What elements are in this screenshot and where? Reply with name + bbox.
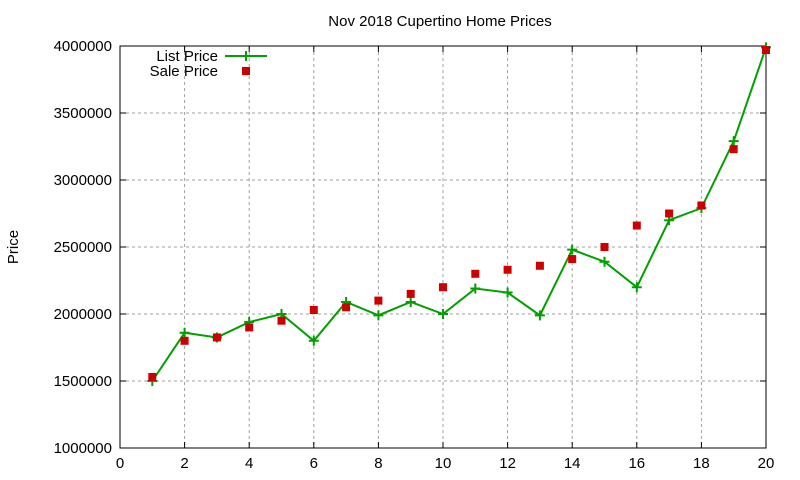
- legend-swatch-sale-price: [242, 67, 250, 75]
- list-price-point: [470, 283, 481, 294]
- sale-price-point: [729, 145, 738, 154]
- legend-swatch-list-price: [225, 51, 267, 61]
- sale-price-point: [342, 303, 351, 312]
- y-tick-label: 3000000: [54, 172, 112, 189]
- sale-price-point: [632, 221, 641, 230]
- sale-price-point: [762, 46, 770, 55]
- sale-price-point: [406, 289, 415, 298]
- sale-price-point: [600, 243, 609, 251]
- sale-price-point: [665, 209, 674, 218]
- chart-title: Nov 2018 Cupertino Home Prices: [328, 13, 551, 30]
- list-price-point: [179, 327, 190, 338]
- legend: List Price Sale Price: [150, 48, 267, 80]
- list-price-point: [599, 256, 610, 267]
- x-tick-label: 12: [499, 455, 516, 472]
- list-price-point: [631, 282, 642, 293]
- list-price-point: [308, 335, 319, 346]
- sale-price-point: [245, 323, 254, 332]
- x-tick-label: 20: [758, 455, 775, 472]
- x-tick-label: 4: [245, 455, 253, 472]
- sale-price-point: [212, 333, 221, 342]
- sale-price-point: [535, 261, 544, 270]
- x-tick-label: 0: [116, 455, 124, 472]
- y-tick-label: 2000000: [54, 306, 112, 323]
- sale-price-point: [180, 336, 189, 345]
- y-tick-label: 1500000: [54, 373, 112, 390]
- y-axis-label: Price: [5, 230, 22, 264]
- axis-ticks: 0 2 4 6 8 10 12 14 16 18 20 1000000 1500000 2000000 25…: [54, 38, 775, 472]
- x-tick-label: 18: [693, 455, 710, 472]
- sale-price-point: [503, 265, 512, 274]
- sale-price-point: [277, 316, 286, 325]
- x-tick-label: 2: [180, 455, 188, 472]
- sale-price-point: [568, 255, 577, 264]
- list-price-point: [405, 296, 416, 307]
- list-price-point: [534, 310, 545, 321]
- list-price-point: [438, 309, 448, 319]
- list-price-line: [151, 47, 767, 382]
- y-tick-label: 1000000: [54, 440, 112, 457]
- list-price-point: [502, 287, 513, 298]
- x-tick-label: 8: [374, 455, 382, 472]
- y-tick-label: 2500000: [54, 239, 112, 256]
- sale-price-point: [697, 201, 706, 210]
- y-tick-label: 4000000: [54, 38, 112, 55]
- plot-frame: [119, 45, 767, 449]
- grid: [120, 46, 766, 448]
- x-tick-label: 10: [435, 455, 452, 472]
- x-tick-label: 6: [310, 455, 318, 472]
- list-price-point: [567, 244, 578, 255]
- sale-price-point: [148, 372, 157, 381]
- sale-price-point: [309, 305, 318, 314]
- sale-price-point: [471, 269, 480, 278]
- sale-price-point: [439, 283, 447, 292]
- x-tick-label: 14: [564, 455, 581, 472]
- legend-label-sale-price: Sale Price: [150, 63, 218, 80]
- x-tick-label: 16: [628, 455, 645, 472]
- y-tick-label: 3500000: [54, 105, 112, 122]
- series-layer: [147, 42, 771, 386]
- list-price-point: [728, 136, 739, 147]
- legend-label-list-price: List Price: [156, 48, 218, 65]
- list-price-point: [373, 310, 384, 321]
- sale-price-point: [374, 296, 383, 305]
